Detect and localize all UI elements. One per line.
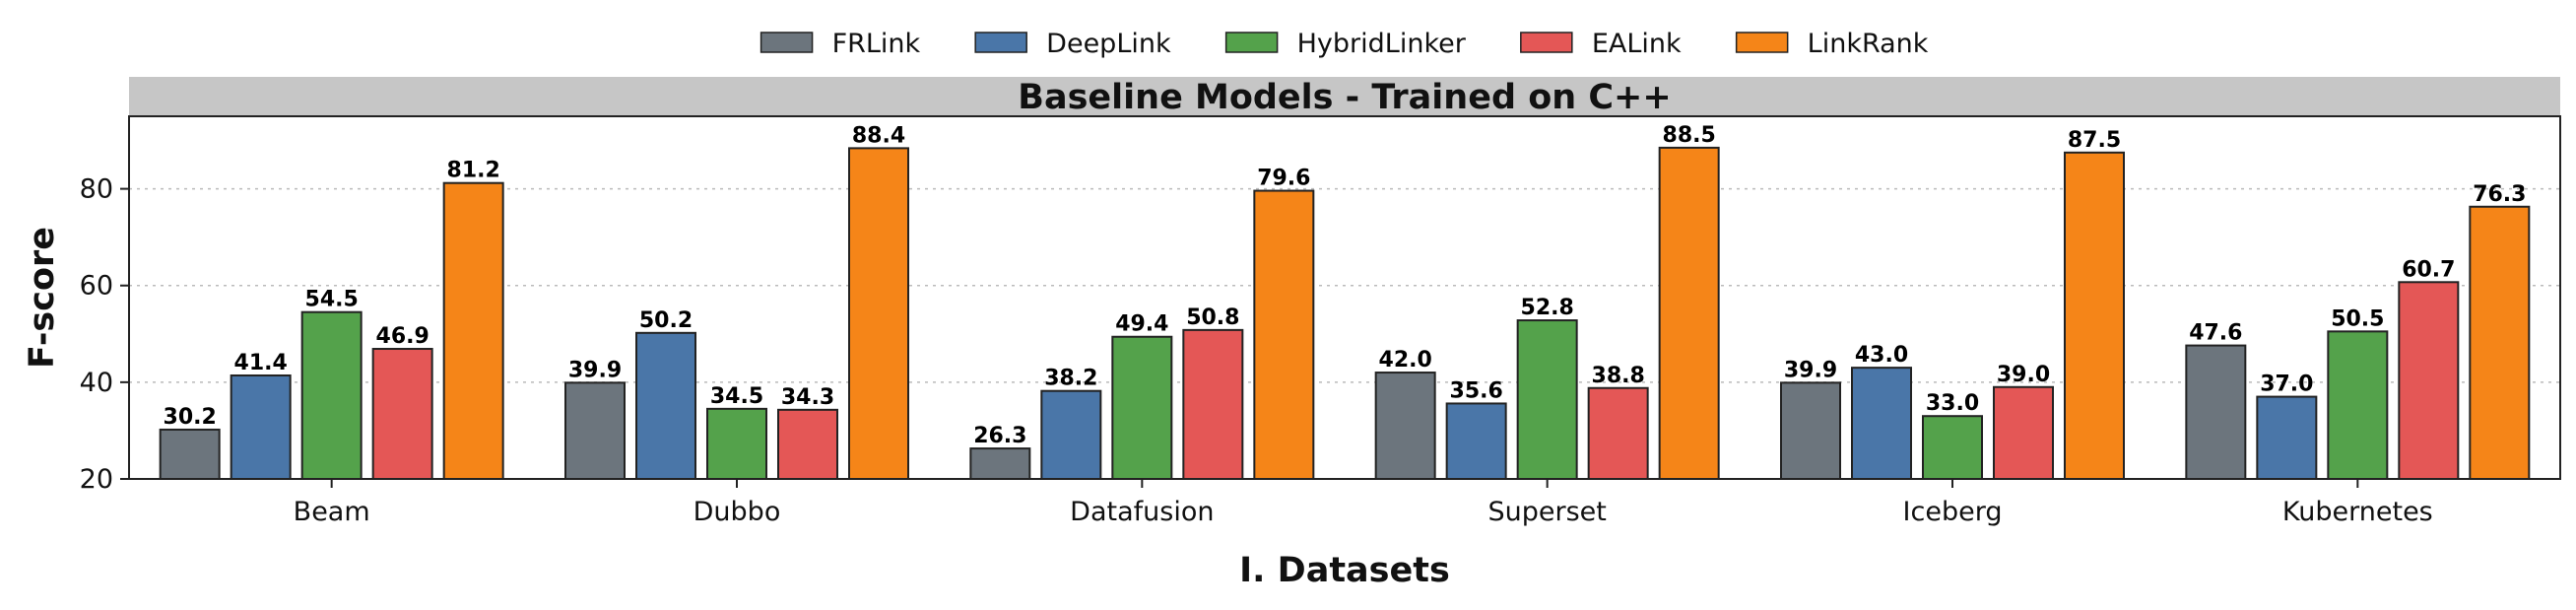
y-tick-label: 60 xyxy=(80,271,113,302)
data-label: 35.6 xyxy=(1450,378,1503,403)
data-label: 52.8 xyxy=(1521,296,1574,320)
bar-frlink-datafusion xyxy=(969,447,1031,481)
bar-hybridlinker-kubernetes xyxy=(2327,330,2389,481)
data-label: 47.6 xyxy=(2189,321,2242,346)
bar-frlink-dubbo xyxy=(564,381,626,480)
x-tick-label: Kubernetes xyxy=(2282,497,2433,527)
plot-area xyxy=(129,116,2560,479)
bar-frlink-iceberg xyxy=(1780,381,1841,480)
data-label: 76.3 xyxy=(2473,182,2526,207)
chart-title: Baseline Models - Trained on C++ xyxy=(1018,78,1671,117)
data-label: 39.0 xyxy=(1997,363,2050,387)
bar-hybridlinker-dubbo xyxy=(706,407,767,480)
legend-item-linkrank: LinkRank xyxy=(1735,29,1929,59)
data-label: 81.2 xyxy=(447,159,500,183)
plot-frame xyxy=(128,115,2561,480)
legend-item-frlink: FRLink xyxy=(760,29,921,59)
x-tick-label: Iceberg xyxy=(1903,497,2003,527)
data-label: 54.5 xyxy=(305,288,359,312)
data-label: 50.8 xyxy=(1186,305,1239,330)
bar-linkrank-kubernetes xyxy=(2469,205,2531,480)
data-label: 33.0 xyxy=(1926,391,1979,416)
bar-frlink-beam xyxy=(159,428,221,480)
x-tick-label: Superset xyxy=(1487,497,1606,527)
bar-linkrank-datafusion xyxy=(1253,189,1315,481)
y-tick-label: 20 xyxy=(80,464,113,495)
bar-linkrank-superset xyxy=(1658,146,1720,480)
legend-item-ealink: EALink xyxy=(1520,29,1682,59)
legend-label: DeepLink xyxy=(1046,29,1171,59)
bar-ealink-datafusion xyxy=(1182,328,1244,480)
data-label: 37.0 xyxy=(2260,373,2313,397)
bar-linkrank-dubbo xyxy=(848,147,909,480)
legend-label: LinkRank xyxy=(1808,29,1929,59)
bar-frlink-kubernetes xyxy=(2185,344,2247,480)
legend-swatch xyxy=(1520,32,1573,53)
data-label: 88.4 xyxy=(852,123,905,148)
data-label: 60.7 xyxy=(2402,257,2455,282)
data-label: 39.9 xyxy=(568,358,622,382)
y-tick-label: 40 xyxy=(80,368,113,398)
data-label: 88.5 xyxy=(1663,123,1716,148)
x-tick-label: Datafusion xyxy=(1070,497,1214,527)
title-band xyxy=(129,77,2560,116)
bar-ealink-beam xyxy=(371,348,433,481)
bar-deeplink-kubernetes xyxy=(2256,395,2318,480)
legend-swatch xyxy=(1224,32,1279,53)
data-label: 43.0 xyxy=(1855,343,1908,368)
data-label: 34.5 xyxy=(710,384,763,409)
legend-label: EALink xyxy=(1592,29,1682,59)
bar-frlink-superset xyxy=(1374,372,1436,481)
bar-ealink-superset xyxy=(1587,386,1649,480)
legend-item-deeplink: DeepLink xyxy=(974,29,1171,59)
data-label: 49.4 xyxy=(1115,312,1168,337)
y-axis-label: F-score xyxy=(23,227,62,369)
bar-hybridlinker-datafusion xyxy=(1111,335,1173,480)
grid xyxy=(129,187,2560,383)
bar-linkrank-iceberg xyxy=(2064,151,2125,481)
data-label: 87.5 xyxy=(2068,128,2121,153)
bar-hybridlinker-beam xyxy=(300,310,363,480)
legend-swatch xyxy=(760,32,814,53)
legend-label: FRLink xyxy=(832,29,921,59)
bar-deeplink-beam xyxy=(230,373,292,481)
bar-deeplink-superset xyxy=(1445,402,1507,480)
bars: 30.2 41.4 54.5 46.9 81.2 39.9 50.2 34.5 34.3 88.4… xyxy=(159,123,2531,481)
bar-hybridlinker-superset xyxy=(1516,319,1578,480)
bar-deeplink-dubbo xyxy=(635,331,696,480)
data-label: 50.5 xyxy=(2331,306,2384,331)
bar-ealink-dubbo xyxy=(777,408,838,480)
data-label: 38.8 xyxy=(1592,364,1645,388)
data-label: 34.3 xyxy=(781,385,834,410)
legend-label: HybridLinker xyxy=(1297,29,1467,59)
data-label: 79.6 xyxy=(1257,167,1310,191)
data-label: 30.2 xyxy=(164,405,217,430)
legend-swatch xyxy=(974,32,1027,53)
bar-deeplink-datafusion xyxy=(1040,389,1102,480)
data-label: 38.2 xyxy=(1044,367,1097,391)
data-label: 41.4 xyxy=(234,351,288,375)
data-label: 26.3 xyxy=(973,424,1026,448)
x-tick-label: Beam xyxy=(294,497,370,527)
legend: FRLink DeepLink HybridLinker EALink LinkRank xyxy=(760,29,1929,59)
data-label: 50.2 xyxy=(639,308,693,333)
legend-item-hybridlinker: HybridLinker xyxy=(1224,29,1467,59)
bar-linkrank-beam xyxy=(442,181,504,480)
bar-ealink-kubernetes xyxy=(2398,281,2460,481)
bar-hybridlinker-iceberg xyxy=(1922,415,1983,481)
y-tick-label: 80 xyxy=(80,174,113,205)
y-axis: 20 40 60 80 xyxy=(80,174,129,495)
bar-deeplink-iceberg xyxy=(1851,367,1912,480)
data-label: 39.9 xyxy=(1784,358,1837,382)
x-tick-label: Dubbo xyxy=(694,497,781,527)
x-axis: Beam Dubbo Datafusion Superset Iceberg Kubern… xyxy=(294,479,2433,527)
x-axis-label: I. Datasets xyxy=(1239,551,1450,590)
data-label: 46.9 xyxy=(376,324,429,349)
bar-ealink-iceberg xyxy=(1993,385,2054,481)
legend-swatch xyxy=(1735,32,1789,53)
data-label: 42.0 xyxy=(1379,348,1432,373)
